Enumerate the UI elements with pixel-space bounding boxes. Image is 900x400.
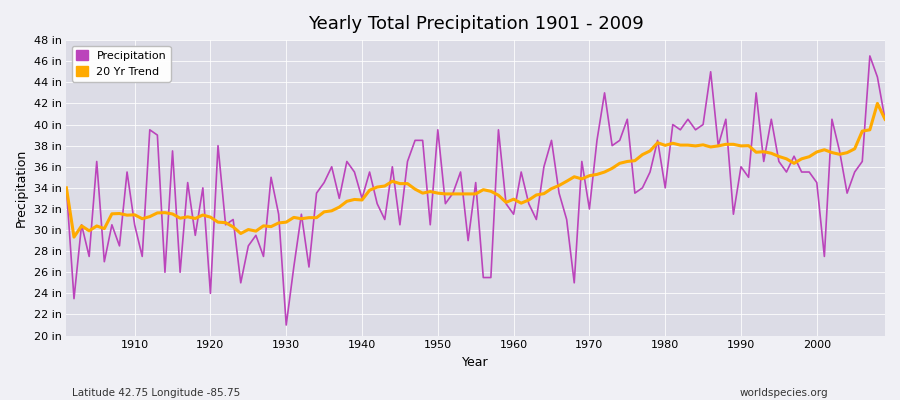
Text: Latitude 42.75 Longitude -85.75: Latitude 42.75 Longitude -85.75 [72,388,240,398]
Y-axis label: Precipitation: Precipitation [15,149,28,227]
X-axis label: Year: Year [463,356,489,369]
Text: worldspecies.org: worldspecies.org [740,388,828,398]
Legend: Precipitation, 20 Yr Trend: Precipitation, 20 Yr Trend [72,46,171,82]
Title: Yearly Total Precipitation 1901 - 2009: Yearly Total Precipitation 1901 - 2009 [308,15,644,33]
